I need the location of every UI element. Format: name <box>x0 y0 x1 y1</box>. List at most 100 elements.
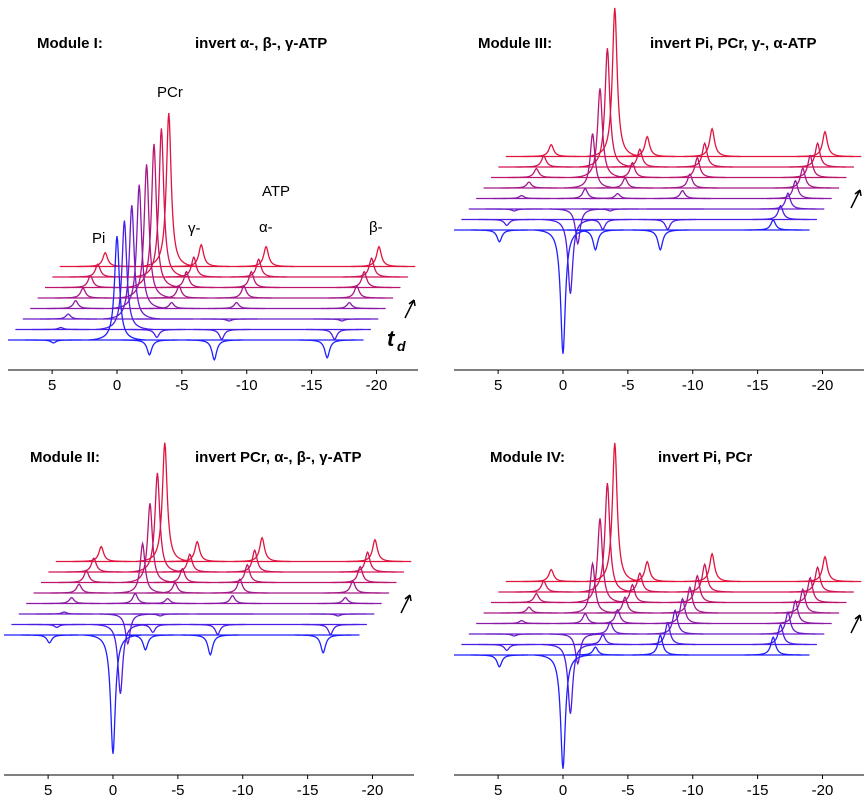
peak <box>766 179 824 200</box>
peak <box>215 285 273 299</box>
peak <box>331 565 389 584</box>
peak <box>766 599 824 625</box>
panel-subtitle: invert Pi, PCr <box>658 449 752 466</box>
peak <box>534 229 592 354</box>
stack-label-sub: d <box>397 338 406 354</box>
peak <box>43 596 101 605</box>
peak <box>668 574 726 604</box>
peak <box>781 154 839 179</box>
peak <box>125 143 183 289</box>
peak <box>515 155 573 168</box>
peak <box>500 606 558 614</box>
x-tick-label: -20 <box>366 377 388 394</box>
peak <box>522 568 580 583</box>
stack-arrowhead <box>408 299 416 307</box>
peak <box>350 245 408 268</box>
peak <box>586 7 644 158</box>
peak <box>185 339 243 361</box>
panel-title: Module II: <box>30 449 100 466</box>
peak <box>203 594 262 605</box>
peak <box>618 135 676 158</box>
panel-subtitle: invert Pi, PCr, γ-, α-ATP <box>650 35 816 52</box>
peak <box>470 229 528 243</box>
peak-annotation: β- <box>369 219 383 236</box>
x-tick-label: -10 <box>232 782 254 799</box>
peak <box>294 634 352 654</box>
peak <box>230 258 288 278</box>
peak <box>47 299 105 310</box>
x-tick-label: 0 <box>113 377 121 394</box>
stack-arrowhead <box>854 189 862 197</box>
x-tick-label: -15 <box>747 377 769 394</box>
peak <box>24 339 82 344</box>
peak-annotation: PCr <box>157 84 183 101</box>
peak <box>744 636 802 656</box>
x-tick-label: -20 <box>812 377 834 394</box>
stack-arrow <box>404 299 415 319</box>
peak <box>581 621 639 635</box>
peak <box>752 623 810 646</box>
x-tick-label: -20 <box>362 782 384 799</box>
peak <box>140 112 198 268</box>
peak <box>328 285 386 299</box>
peak <box>222 270 280 289</box>
stack-arrowhead <box>404 594 412 602</box>
peak <box>172 243 230 268</box>
panel-title: Module I: <box>37 35 103 52</box>
peak <box>143 301 201 310</box>
stack-arrow <box>850 189 861 209</box>
peak <box>207 301 266 310</box>
peak <box>549 633 607 666</box>
peak <box>57 569 115 584</box>
stack-arrowhead <box>854 614 862 622</box>
peak <box>507 592 565 604</box>
x-tick-label: -20 <box>812 782 834 799</box>
peak <box>639 621 697 646</box>
peak <box>774 167 832 189</box>
peak <box>507 167 565 179</box>
x-tick-label: -10 <box>682 377 704 394</box>
peak <box>522 143 580 158</box>
panel: Module IV: invert Pi, PCr 5 0 -5 -10 -15 -20 <box>454 442 864 799</box>
peak <box>237 245 295 268</box>
x-tick-label: 5 <box>494 782 502 799</box>
peak <box>306 328 364 341</box>
peak <box>653 189 712 200</box>
peak <box>110 184 168 310</box>
peak <box>103 205 161 320</box>
stack-arrow <box>400 594 411 614</box>
peak <box>309 613 367 617</box>
peak <box>541 643 599 714</box>
peak <box>116 634 174 651</box>
peak <box>88 235 146 341</box>
peak <box>76 251 134 268</box>
x-tick-label: -5 <box>175 377 188 394</box>
stack-label: t <box>387 326 396 351</box>
peak <box>95 220 153 331</box>
panel: Module II: invert PCr, α-, β-, γ-ATP 5 0 -5 -… <box>4 442 414 799</box>
peak <box>589 608 647 625</box>
peak <box>189 623 247 636</box>
peak <box>61 274 119 289</box>
peak <box>556 187 614 200</box>
peak <box>54 287 112 299</box>
x-tick-label: 5 <box>494 377 502 394</box>
peak <box>157 270 215 289</box>
peak <box>470 654 528 668</box>
peak <box>578 483 636 593</box>
peak <box>35 611 93 615</box>
peak <box>131 613 189 617</box>
peak <box>668 156 726 179</box>
peak <box>320 301 378 310</box>
peak <box>631 229 689 251</box>
peak <box>124 623 182 634</box>
peak <box>150 285 208 299</box>
peak <box>796 555 854 583</box>
peak <box>515 580 573 593</box>
peak <box>32 326 90 331</box>
peak <box>146 582 204 594</box>
peak <box>226 548 284 573</box>
peak <box>139 597 197 605</box>
panel: Module III: invert Pi, PCr, γ-, α-ATP 5 0 -5… <box>454 7 864 394</box>
